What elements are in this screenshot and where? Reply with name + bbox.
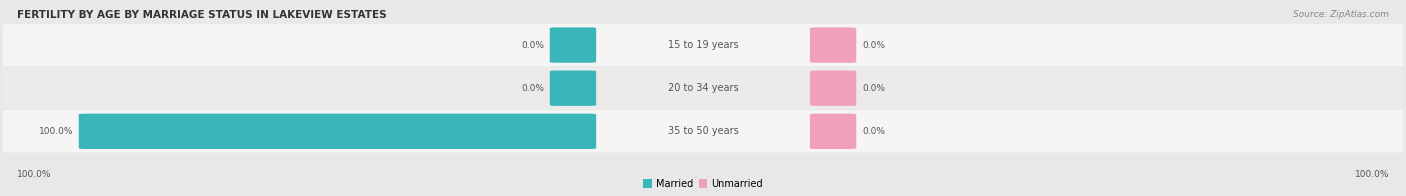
Legend: Married, Unmarried: Married, Unmarried [643,179,763,189]
Text: 35 to 50 years: 35 to 50 years [668,126,738,136]
FancyBboxPatch shape [810,27,856,63]
Text: 0.0%: 0.0% [862,84,884,93]
Text: 100.0%: 100.0% [38,127,73,136]
FancyBboxPatch shape [3,24,1403,66]
Text: 20 to 34 years: 20 to 34 years [668,83,738,93]
Text: 100.0%: 100.0% [1354,170,1389,179]
Text: 0.0%: 0.0% [862,41,884,50]
FancyBboxPatch shape [810,71,856,106]
Text: 0.0%: 0.0% [522,41,544,50]
FancyBboxPatch shape [550,71,596,106]
FancyBboxPatch shape [3,67,1403,109]
Text: 0.0%: 0.0% [862,127,884,136]
Text: 15 to 19 years: 15 to 19 years [668,40,738,50]
Text: 0.0%: 0.0% [522,84,544,93]
Text: FERTILITY BY AGE BY MARRIAGE STATUS IN LAKEVIEW ESTATES: FERTILITY BY AGE BY MARRIAGE STATUS IN L… [17,10,387,20]
FancyBboxPatch shape [3,110,1403,152]
FancyBboxPatch shape [810,114,856,149]
FancyBboxPatch shape [550,27,596,63]
Text: Source: ZipAtlas.com: Source: ZipAtlas.com [1294,10,1389,19]
Text: 100.0%: 100.0% [17,170,52,179]
FancyBboxPatch shape [79,114,596,149]
